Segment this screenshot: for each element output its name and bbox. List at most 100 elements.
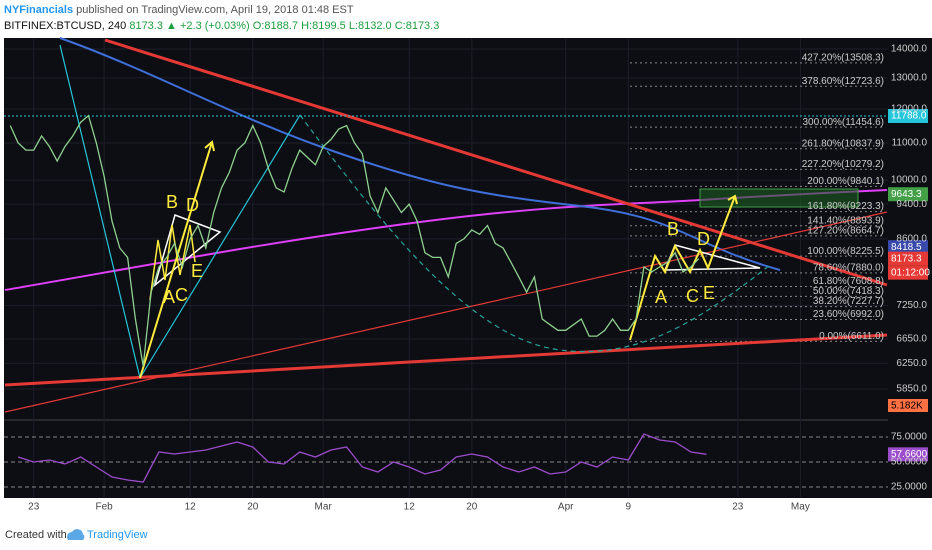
open: O:8188.7 [252, 20, 299, 32]
y-tick-label: 25.0000 [891, 482, 928, 493]
fib-label: 378.60%(12723.6) [802, 76, 884, 87]
triangle [153, 214, 222, 288]
author[interactable]: NYFinancials [4, 4, 74, 16]
x-tick-label: 23 [732, 502, 744, 513]
wave-label: E [191, 261, 203, 281]
symbol: BITFINEX:BTCUSD, 240 [4, 20, 127, 32]
price-tag: 8418.5 [891, 242, 922, 253]
y-tick-label: 12000.0 [891, 104, 928, 115]
volume-tag-bg [888, 399, 928, 412]
price-line [17, 433, 707, 483]
arrow [629, 194, 738, 341]
x-tick-label: Mar [315, 502, 333, 513]
trendline [4, 333, 888, 387]
fib-label: 23.60%(6992.0) [813, 309, 884, 320]
last: 8173.3 [129, 20, 163, 32]
y-tick-label: 7250.0 [896, 300, 927, 311]
wave-label: B [166, 192, 178, 212]
wave-label: D [186, 195, 199, 215]
header: NYFinancials published on TradingView.co… [4, 2, 439, 34]
fib-label: 78.60%(7880.0) [813, 263, 884, 274]
price-line [9, 114, 700, 367]
wave-label: A [655, 287, 667, 307]
x-tick-label: 20 [247, 502, 259, 513]
published: published on TradingView.com, April 19, … [76, 4, 354, 16]
y-tick-label: 50.0000 [891, 457, 928, 468]
fib-label: 227.20%(10279.2) [802, 159, 884, 170]
trendline [104, 38, 888, 287]
fib-label: 161.80%(9223.3) [807, 201, 884, 212]
y-tick-label: 13000.0 [891, 72, 928, 83]
change: ▲ +2.3 (+0.03%) [166, 20, 250, 32]
fib-label: 0.00%(6611.0) [819, 331, 884, 342]
y-tick-label: 9400.0 [896, 199, 927, 210]
fib-label: 200.00%(9840.1) [807, 176, 884, 187]
drawings [4, 37, 888, 413]
x-tick-label: Feb [96, 502, 114, 513]
fib-label: 141.40%(8893.9) [807, 215, 884, 226]
price-tag-bg [888, 251, 928, 266]
wave-label: C [175, 285, 188, 305]
wave-label: C [686, 286, 699, 306]
x-tick-label: Apr [558, 502, 574, 513]
fib-label: 127.20%(8664.7) [807, 226, 884, 237]
countdown-bg [888, 265, 928, 280]
value-tag-bg [888, 447, 928, 462]
y-tick-label: 75.0000 [891, 432, 928, 443]
wave-label: B [667, 219, 679, 239]
symbol-line: BITFINEX:BTCUSD, 240 8173.3 ▲ +2.3 (+0.0… [4, 18, 439, 34]
x-tick-label: 23 [28, 502, 40, 513]
ma-blue [59, 37, 781, 271]
wave-label: A [163, 287, 175, 307]
price-tag-bg [888, 187, 928, 202]
fan-line [139, 114, 301, 379]
target-zone [699, 188, 859, 208]
y-tick-label: 10000.0 [891, 175, 928, 186]
low: L:8132.0 [348, 20, 392, 32]
price-tag: 9643.3 [891, 189, 922, 200]
header-line: NYFinancials published on TradingView.co… [4, 2, 439, 18]
footer-text: Created with [5, 529, 67, 541]
fib-label: 38.20%(7227.7) [813, 296, 884, 307]
wave-label: D [697, 229, 710, 249]
fib-label: 261.80%(10837.9) [802, 138, 884, 149]
fib-label: 50.00%(7418.3) [813, 286, 884, 297]
fib-label: 61.80%(7608.8) [813, 276, 884, 287]
y-tick-label: 6250.0 [896, 358, 927, 369]
y-tick-label: 14000.0 [891, 44, 928, 55]
fib-label: 300.00%(11454.6) [802, 117, 884, 128]
y-tick-label: 6650.0 [896, 334, 927, 345]
fib-label: 100.00%(8225.5) [807, 246, 884, 257]
y-tick-label: 8600.0 [896, 233, 927, 244]
trendline [4, 211, 888, 413]
price-tag-bg [888, 240, 928, 255]
price-tag: 11788.0 [891, 111, 927, 122]
x-tick-label: 12 [185, 502, 197, 513]
y-tick-label: 11000.0 [892, 138, 928, 149]
footer-brand[interactable]: TradingView [87, 529, 148, 541]
volume-tag: 5.182K [891, 401, 923, 412]
fan-line [59, 44, 141, 379]
price-tag-bg [888, 108, 928, 123]
zigzag [149, 224, 196, 301]
y-tick-label: 5850.0 [896, 384, 927, 395]
logo [67, 529, 85, 540]
high: H:8199.5 [301, 20, 346, 32]
footer-bg [0, 516, 932, 550]
wave-labels: A B C D E A B C D E [163, 192, 715, 307]
x-tick-label: May [791, 502, 810, 513]
price-tag: 8173.3 [891, 253, 922, 264]
x-tick-label: 9 [625, 502, 631, 513]
x-tick-label: 12 [404, 502, 416, 513]
value-tag: 57.6600 [891, 449, 928, 460]
countdown: 01:12:00 [891, 267, 930, 278]
series [9, 114, 707, 483]
close: C:8173.3 [394, 20, 440, 32]
arrow [139, 140, 215, 379]
wave-label: E [703, 283, 715, 303]
x-tick-label: 20 [466, 502, 478, 513]
arc [299, 114, 771, 353]
